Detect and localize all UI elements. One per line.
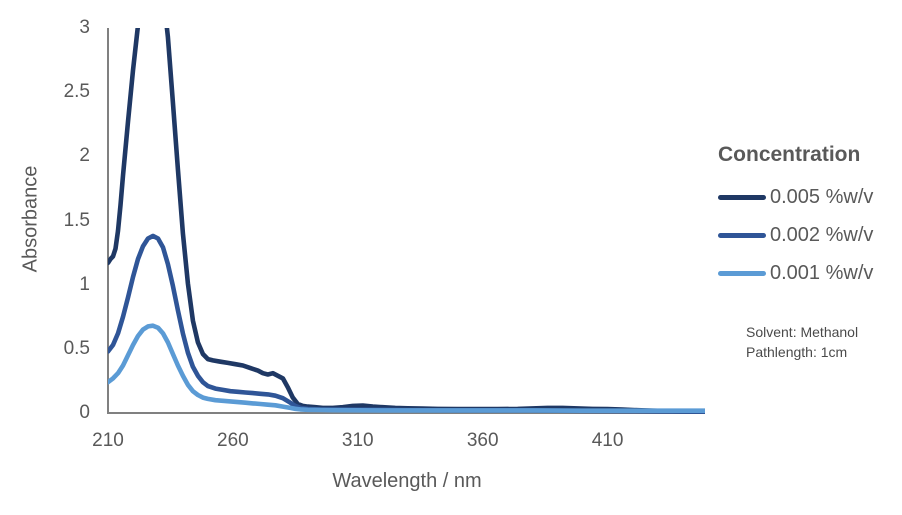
x-tick-label: 210	[92, 430, 124, 451]
x-tick-label: 260	[217, 430, 249, 451]
y-tick-label: 1	[79, 273, 90, 295]
legend-swatch-line-icon	[718, 270, 766, 276]
legend-title: Concentration	[718, 143, 861, 166]
x-tick-label: 360	[466, 430, 499, 451]
y-tick-label: 3	[79, 17, 90, 38]
legend-entry: 0.002 %w/v	[718, 216, 898, 254]
x-tick-label: 310	[341, 430, 374, 451]
series-line-0.005-%w/v	[108, 28, 705, 415]
legend-swatch-line-icon	[718, 194, 766, 200]
legend-label: 0.002 %w/v	[770, 223, 874, 246]
y-tick-label: 2.5	[63, 81, 90, 103]
series-line-0.001-%w/v	[108, 323, 705, 414]
y-tick-label: 0	[79, 402, 90, 423]
legend-label: 0.005 %w/v	[770, 185, 874, 208]
annotation-pathlength: Pathlength: 1cm	[746, 344, 848, 360]
y-axis-title: Absorbance	[19, 165, 42, 273]
legend-label: 0.001 %w/v	[770, 261, 874, 284]
series-line-0.002-%w/v	[108, 233, 705, 415]
y-tick-label: 0.5	[63, 337, 90, 359]
legend-swatch-line-icon	[718, 232, 766, 238]
x-axis-title: Wavelength / nm	[332, 470, 482, 492]
legend: Concentration 0.005 %w/v 0.002 %w/v 0.00…	[718, 141, 898, 292]
y-tick-label: 1.5	[63, 209, 90, 231]
legend-entry: 0.001 %w/v	[718, 254, 898, 292]
legend-entry: 0.005 %w/v	[718, 178, 898, 216]
annotation-text: Solvent: Methanol Pathlength: 1cm	[746, 322, 858, 362]
annotation-solvent: Solvent: Methanol	[746, 324, 859, 340]
x-tick-label: 410	[591, 430, 624, 451]
y-tick-label: 2	[79, 145, 90, 167]
